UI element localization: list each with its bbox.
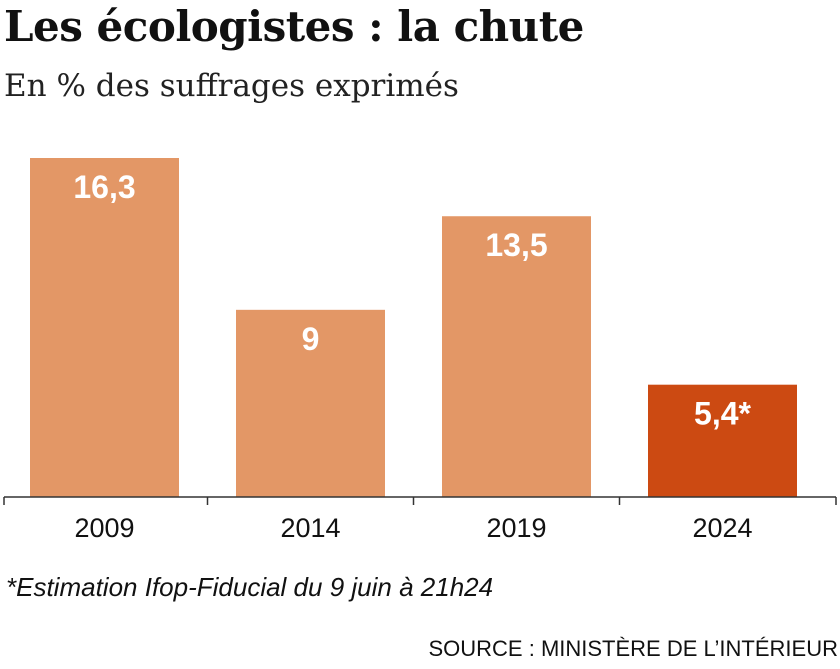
bar-2024 (648, 384, 797, 497)
data-label-2014: 9 (302, 321, 320, 357)
x-tick-label-2009: 2009 (74, 513, 134, 543)
chart-subtitle: En % des suffrages exprimés (4, 68, 459, 104)
x-tick-label-2014: 2014 (280, 513, 340, 543)
bars-group: 16,3 9 13,5 5,4* (30, 158, 797, 497)
x-tick-label-2019: 2019 (486, 513, 546, 543)
footnote: *Estimation Ifop-Fiducial du 9 juin à 21… (6, 572, 494, 602)
data-label-2024: 5,4* (694, 396, 751, 432)
x-tick-label-2024: 2024 (692, 513, 752, 543)
chart-title: Les écologistes : la chute (4, 2, 584, 51)
bar-2014 (236, 309, 385, 497)
data-label-2019: 13,5 (485, 227, 547, 263)
data-label-2009: 16,3 (73, 169, 135, 205)
bar-2009 (30, 158, 179, 497)
x-axis: 2009 2014 2019 2024 (3, 496, 837, 543)
bar-2019 (442, 216, 591, 497)
source-credit: SOURCE : MINISTÈRE DE L’INTÉRIEUR (428, 636, 838, 661)
